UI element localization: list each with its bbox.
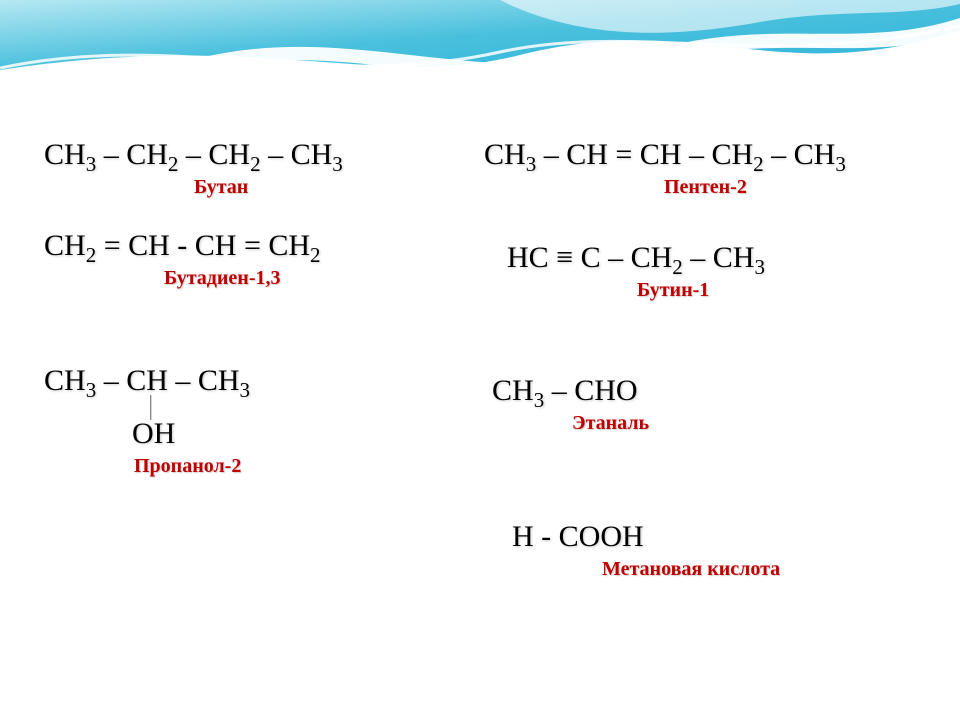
formula-butane: CH3 – CH2 – CH2 – CH3 (44, 138, 476, 172)
grid-cell: H - COOH Метановая кислота (452, 500, 920, 603)
formula-pentene-2: CH3 – CH = CH – CH2 – CH3 (484, 138, 916, 172)
formula-methanoic-acid: H - COOH (512, 520, 916, 554)
grid-cell: CH2 = CH - CH = CH2 Бутадиен-1,3 (40, 221, 457, 324)
grid-row: CH2 = CH - CH = CH2Бутадиен-1,3HC ≡ C – … (40, 221, 920, 324)
label-methanoic-acid: Метановая кислота (602, 558, 916, 581)
grid-cell: HC ≡ C – CH2 – CH3 Бутин-1 (457, 221, 920, 324)
grid-cell: CH3 – CH = CH – CH2 – CH3 Пентен-2 (480, 130, 920, 221)
grid-cell: CH3 – CH – CH3| OH Пропанол-2 (40, 324, 472, 500)
formula-ethanal: CH3 – CHO (492, 374, 916, 408)
formula-butyne-1: HC ≡ C – CH2 – CH3 (507, 241, 916, 275)
branch-group-propanol-2: OH (132, 417, 468, 451)
grid-row: CH3 – CH – CH3| OH Пропанол-2 CH3 – CHO Этан… (40, 324, 920, 500)
label-ethanal: Этаналь (572, 412, 916, 435)
grid-cell: CH3 – CHO Этаналь (472, 324, 920, 500)
grid-cell (40, 500, 452, 603)
label-pentene-2: Пентен-2 (664, 176, 916, 199)
label-propanol-2: Пропанол-2 (134, 455, 468, 478)
label-butyne-1: Бутин-1 (637, 279, 916, 302)
grid-row: H - COOH Метановая кислота (40, 500, 920, 603)
formula-propanol-2: CH3 – CH – CH3 (44, 364, 468, 398)
formula-butadiene-1-3: CH2 = CH - CH = CH2 (44, 229, 453, 263)
grid-cell: CH3 – CH2 – CH2 – CH3 Бутан (40, 130, 480, 221)
branch-line-propanol-2: | (148, 396, 468, 415)
label-butane: Бутан (194, 176, 476, 199)
compounds-grid: CH3 – CH2 – CH2 – CH3БутанCH3 – CH = CH … (0, 130, 960, 603)
grid-row: CH3 – CH2 – CH2 – CH3БутанCH3 – CH = CH … (40, 130, 920, 221)
label-butadiene-1-3: Бутадиен-1,3 (164, 267, 453, 290)
decorative-wave (0, 0, 960, 140)
